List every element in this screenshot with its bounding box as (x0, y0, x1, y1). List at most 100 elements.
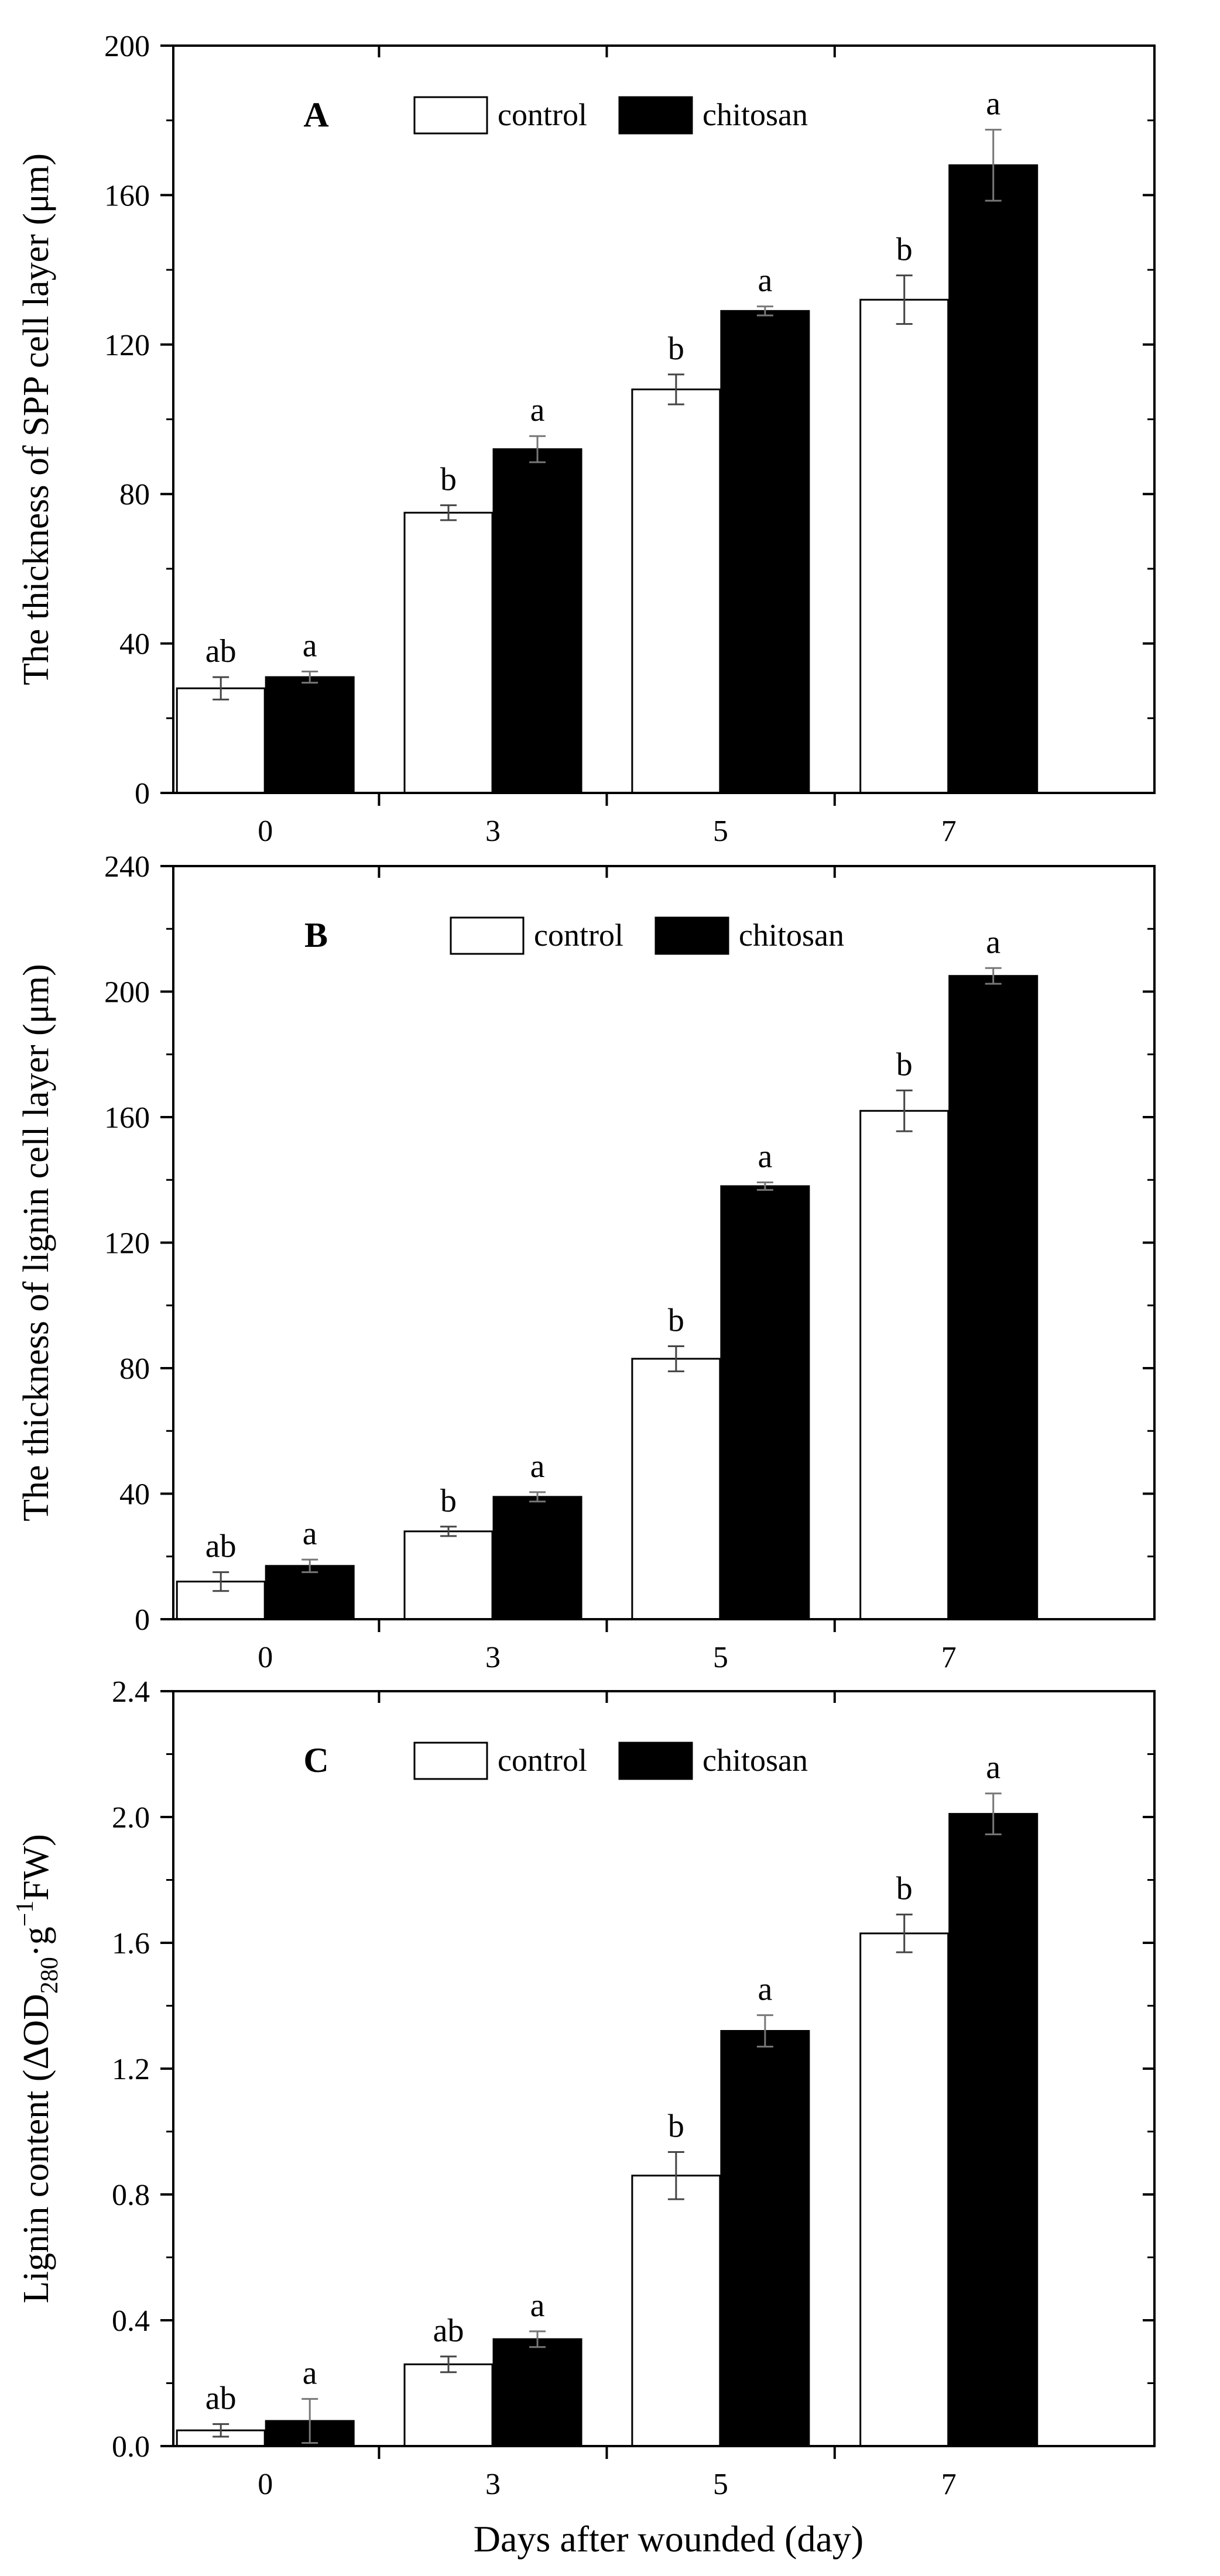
legend-label-control: control (498, 1743, 587, 1778)
control-bar (631, 388, 721, 794)
significance-label: ab (205, 2380, 237, 2416)
x-tick-label: 7 (941, 1641, 957, 1674)
legend-label-control: control (498, 97, 587, 132)
panel-label: A (303, 95, 328, 134)
panel-label: B (304, 916, 328, 954)
significance-label: a (303, 2355, 317, 2391)
legend-swatch-chitosan (654, 916, 729, 955)
x-tick-label: 3 (485, 1641, 501, 1674)
significance-label: a (530, 392, 545, 428)
significance-label: b (440, 461, 457, 497)
control-bar (403, 2363, 494, 2447)
x-tick-label: 0 (258, 815, 273, 848)
y-tick-label: 2.0 (112, 1801, 150, 1835)
y-tick-label: 0 (135, 777, 150, 810)
y-tick-label: 1.2 (112, 2053, 150, 2086)
panel-b: ab b b b a a a a 0 40 80 120 160 200 240 0 3 5 7 B control ch… (16, 850, 1156, 1674)
y-tick-label: 1.6 (112, 1927, 150, 1960)
y-tick-label: 0.8 (112, 2179, 150, 2212)
significance-label: a (530, 1448, 545, 1485)
significance-label: a (758, 1139, 772, 1175)
x-tick-label: 7 (941, 2468, 957, 2501)
chitosan-bar (492, 448, 582, 794)
x-tick-label: 0 (258, 1641, 273, 1674)
x-tick-label: 3 (485, 2468, 501, 2501)
legend-swatch-control (450, 916, 525, 955)
chitosan-bar (720, 310, 810, 794)
significance-label: b (896, 1871, 913, 1907)
control-bar (859, 298, 950, 794)
control-bar (631, 2175, 721, 2447)
y-tick-label: 120 (104, 329, 150, 362)
control-bar (631, 1358, 721, 1620)
legend: control chitosan (413, 96, 808, 135)
significance-label: b (440, 1483, 457, 1519)
significance-label: a (986, 1750, 1000, 1786)
control-bar (403, 511, 494, 794)
legend-swatch-chitosan (618, 96, 693, 135)
legend-label-control: control (534, 918, 623, 953)
y-tick-label: 40 (119, 628, 150, 661)
y-tick-label: 240 (104, 850, 150, 884)
significance-label: b (668, 1302, 684, 1338)
chitosan-bar (948, 1813, 1039, 2447)
chitosan-bar (948, 975, 1039, 1620)
x-tick-label: 5 (713, 815, 728, 848)
legend-swatch-control (413, 1742, 488, 1780)
legend: control chitosan (413, 1742, 808, 1780)
chitosan-bar (265, 676, 355, 794)
legend: control chitosan (450, 916, 844, 955)
x-tick-label: 7 (941, 815, 957, 848)
x-axis-title: Days after wounded (day) (474, 2518, 863, 2560)
significance-label: a (303, 1516, 317, 1552)
legend-swatch-control (413, 96, 488, 135)
significance-label: b (896, 232, 913, 268)
legend-label-chitosan: chitosan (739, 918, 844, 953)
significance-label: a (758, 263, 772, 299)
significance-label: a (986, 86, 1000, 122)
y-tick-label: 80 (119, 478, 150, 511)
panel-a: ab b b b a a a a 0 40 80 120 160 200 0 3 5 7 A control chito… (16, 30, 1156, 848)
panel-c: ab ab b b a a a a 0.0 0.4 0.8 1.2 1.6 2.0 2.4 0 3 5 7 C cont… (12, 1675, 1156, 2501)
y-tick-label: 160 (104, 1101, 150, 1135)
chitosan-bar (492, 1496, 582, 1620)
y-tick-label: 160 (104, 179, 150, 212)
x-tick-label: 5 (713, 1641, 728, 1674)
x-tick-label: 5 (713, 2468, 728, 2501)
significance-label: a (986, 924, 1000, 960)
y-axis-title-end: FW) (16, 1834, 56, 1901)
y-tick-label: 80 (119, 1352, 150, 1386)
significance-label: a (303, 627, 317, 664)
significance-label: a (530, 2288, 545, 2324)
y-tick-label: 120 (104, 1227, 150, 1260)
panel-label: C (303, 1741, 328, 1780)
x-tick-label: 3 (485, 815, 501, 848)
y-tick-label: 200 (104, 976, 150, 1009)
y-tick-label: 40 (119, 1478, 150, 1512)
control-bar (176, 687, 266, 794)
y-tick-label: 200 (104, 30, 150, 63)
chitosan-bar (492, 2338, 582, 2447)
control-bar (859, 1110, 950, 1620)
significance-label: ab (205, 633, 237, 669)
control-bar (859, 1932, 950, 2447)
y-axis-title: The thickness of SPP cell layer (μm) (16, 153, 56, 685)
chitosan-bar (720, 2030, 810, 2447)
significance-label: b (896, 1046, 913, 1083)
significance-label: b (668, 331, 684, 367)
y-axis-title-superscript: −1 (12, 1901, 39, 1927)
chitosan-bar (948, 164, 1039, 794)
chitosan-bar (265, 1565, 355, 1620)
control-bar (403, 1530, 494, 1620)
y-axis-title-mid: ·g (16, 1926, 56, 1957)
y-axis-title: The thickness of lignin cell layer (μm) (16, 964, 56, 1521)
legend-label-chitosan: chitosan (702, 97, 808, 132)
y-tick-label: 0 (135, 1603, 150, 1637)
significance-label: ab (433, 2313, 464, 2349)
y-axis-title-subscript: 280 (36, 1957, 63, 1994)
x-tick-label: 0 (258, 2468, 273, 2501)
legend-swatch-chitosan (618, 1742, 693, 1780)
significance-label: a (758, 1972, 772, 2008)
